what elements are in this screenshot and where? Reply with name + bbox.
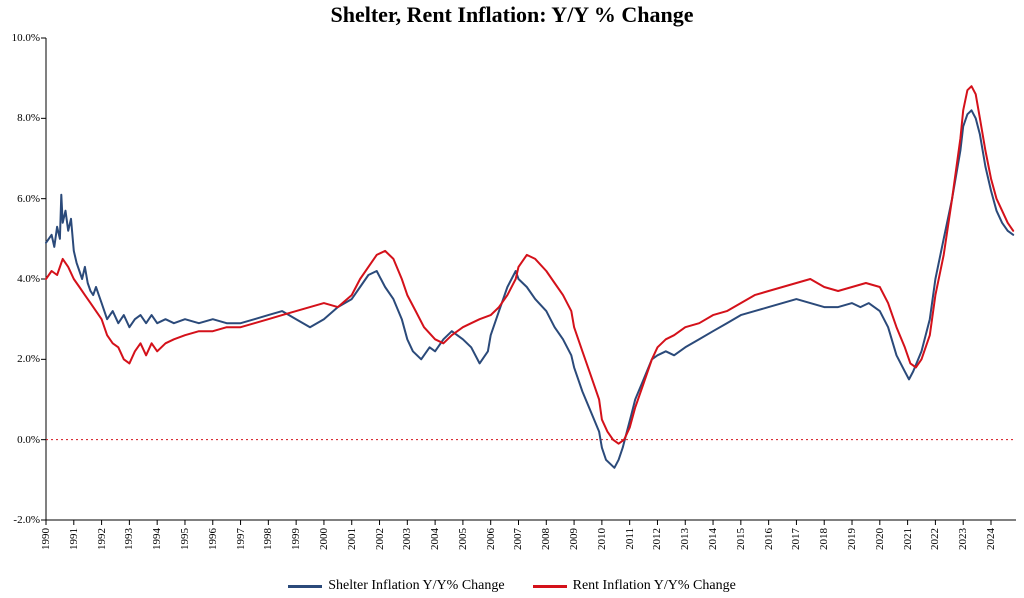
x-tick-label: 1993 bbox=[123, 528, 135, 550]
x-tick-label: 2019 bbox=[846, 528, 858, 550]
x-tick-label: 1995 bbox=[179, 528, 191, 550]
x-tick-label: 2010 bbox=[596, 528, 608, 550]
x-tick-label: 2003 bbox=[401, 528, 413, 550]
y-tick-label: 10.0% bbox=[0, 32, 40, 44]
x-tick-label: 2020 bbox=[874, 528, 886, 550]
x-tick-label: 2009 bbox=[568, 528, 580, 550]
x-tick-label: 2008 bbox=[540, 528, 552, 550]
y-tick-label: -2.0% bbox=[0, 514, 40, 526]
legend-item: Rent Inflation Y/Y% Change bbox=[533, 578, 736, 594]
x-tick-label: 2018 bbox=[818, 528, 830, 550]
x-tick-label: 2017 bbox=[790, 528, 802, 550]
x-tick-label: 2005 bbox=[457, 528, 469, 550]
x-tick-label: 2001 bbox=[346, 528, 358, 550]
x-tick-label: 1992 bbox=[96, 528, 108, 550]
y-tick-label: 4.0% bbox=[0, 273, 40, 285]
y-tick-label: 2.0% bbox=[0, 353, 40, 365]
legend-swatch bbox=[288, 585, 322, 588]
chart-root: Shelter, Rent Inflation: Y/Y % Change -2… bbox=[0, 0, 1024, 598]
plot-area bbox=[0, 0, 1024, 598]
x-tick-label: 2023 bbox=[957, 528, 969, 550]
legend-label: Shelter Inflation Y/Y% Change bbox=[328, 578, 504, 594]
x-tick-label: 1998 bbox=[262, 528, 274, 550]
x-tick-label: 2015 bbox=[735, 528, 747, 550]
x-tick-label: 2024 bbox=[985, 528, 997, 550]
x-tick-label: 1999 bbox=[290, 528, 302, 550]
legend-item: Shelter Inflation Y/Y% Change bbox=[288, 578, 504, 594]
x-tick-label: 2013 bbox=[679, 528, 691, 550]
x-tick-label: 1996 bbox=[207, 528, 219, 550]
x-tick-label: 2011 bbox=[624, 528, 636, 550]
x-tick-label: 1994 bbox=[151, 528, 163, 550]
series-line bbox=[46, 110, 1013, 468]
x-tick-label: 2002 bbox=[374, 528, 386, 550]
y-tick-label: 0.0% bbox=[0, 434, 40, 446]
x-tick-label: 1991 bbox=[68, 528, 80, 550]
y-tick-label: 8.0% bbox=[0, 112, 40, 124]
legend: Shelter Inflation Y/Y% Change Rent Inflat… bbox=[0, 577, 1024, 595]
x-tick-label: 1990 bbox=[40, 528, 52, 550]
x-tick-label: 2004 bbox=[429, 528, 441, 550]
x-tick-label: 2022 bbox=[929, 528, 941, 550]
x-tick-label: 2016 bbox=[763, 528, 775, 550]
x-tick-label: 2000 bbox=[318, 528, 330, 550]
x-tick-label: 2012 bbox=[651, 528, 663, 550]
x-tick-label: 2007 bbox=[512, 528, 524, 550]
x-tick-label: 1997 bbox=[235, 528, 247, 550]
x-tick-label: 2021 bbox=[902, 528, 914, 550]
y-tick-label: 6.0% bbox=[0, 193, 40, 205]
x-tick-label: 2014 bbox=[707, 528, 719, 550]
legend-label: Rent Inflation Y/Y% Change bbox=[573, 578, 736, 594]
x-tick-label: 2006 bbox=[485, 528, 497, 550]
legend-swatch bbox=[533, 585, 567, 588]
series-line bbox=[46, 86, 1013, 444]
